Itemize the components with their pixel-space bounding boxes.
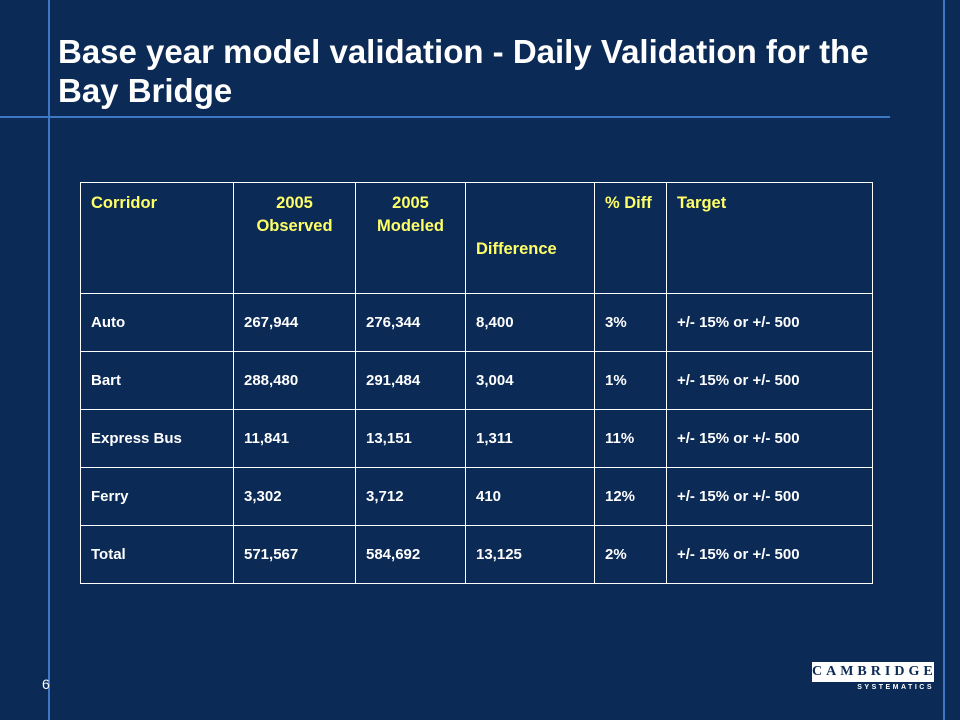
cell-observed: 267,944: [233, 293, 356, 352]
cell-difference: 1,311: [465, 409, 595, 468]
table-header-row: Corridor 2005 Observed 2005 Modeled Diff…: [80, 182, 873, 294]
cell-difference: 3,004: [465, 351, 595, 410]
header-target: Target: [666, 182, 873, 294]
logo-top-text: CAMBRIDGE: [812, 662, 934, 682]
cell-corridor: Bart: [80, 351, 234, 410]
table-row: Bart 288,480 291,484 3,004 1% +/- 15% or…: [80, 351, 873, 410]
cell-pct-diff: 1%: [594, 351, 667, 410]
cell-difference: 410: [465, 467, 595, 526]
header-difference: Difference: [465, 182, 595, 294]
cell-target: +/- 15% or +/- 500: [666, 467, 873, 526]
cell-difference: 8,400: [465, 293, 595, 352]
cambridge-systematics-logo: CAMBRIDGE SYSTEMATICS: [812, 662, 934, 692]
cell-corridor: Auto: [80, 293, 234, 352]
cell-modeled: 276,344: [355, 293, 466, 352]
cell-modeled: 584,692: [355, 525, 466, 584]
cell-target: +/- 15% or +/- 500: [666, 525, 873, 584]
cell-observed: 288,480: [233, 351, 356, 410]
cell-pct-diff: 11%: [594, 409, 667, 468]
slide-title: Base year model validation - Daily Valid…: [58, 33, 869, 109]
header-pct-diff: % Diff: [594, 182, 667, 294]
cell-observed: 11,841: [233, 409, 356, 468]
header-modeled: 2005 Modeled: [355, 182, 466, 294]
cell-modeled: 3,712: [355, 467, 466, 526]
cell-modeled: 291,484: [355, 351, 466, 410]
cell-corridor: Ferry: [80, 467, 234, 526]
frame-line-top: [0, 116, 890, 118]
table-row: Total 571,567 584,692 13,125 2% +/- 15% …: [80, 525, 873, 584]
validation-table: Corridor 2005 Observed 2005 Modeled Diff…: [80, 182, 873, 584]
logo-bottom-text: SYSTEMATICS: [857, 684, 934, 691]
cell-modeled: 13,151: [355, 409, 466, 468]
page-number: 6: [42, 676, 50, 692]
cell-corridor: Total: [80, 525, 234, 584]
cell-corridor: Express Bus: [80, 409, 234, 468]
cell-pct-diff: 3%: [594, 293, 667, 352]
cell-pct-diff: 2%: [594, 525, 667, 584]
header-observed: 2005 Observed: [233, 182, 356, 294]
cell-target: +/- 15% or +/- 500: [666, 409, 873, 468]
header-corridor: Corridor: [80, 182, 234, 294]
cell-observed: 3,302: [233, 467, 356, 526]
cell-target: +/- 15% or +/- 500: [666, 293, 873, 352]
frame-line-right: [943, 0, 945, 720]
cell-pct-diff: 12%: [594, 467, 667, 526]
table-row: Express Bus 11,841 13,151 1,311 11% +/- …: [80, 409, 873, 468]
table-row: Ferry 3,302 3,712 410 12% +/- 15% or +/-…: [80, 467, 873, 526]
cell-target: +/- 15% or +/- 500: [666, 351, 873, 410]
cell-observed: 571,567: [233, 525, 356, 584]
table-row: Auto 267,944 276,344 8,400 3% +/- 15% or…: [80, 293, 873, 352]
cell-difference: 13,125: [465, 525, 595, 584]
frame-line-left: [48, 0, 50, 720]
